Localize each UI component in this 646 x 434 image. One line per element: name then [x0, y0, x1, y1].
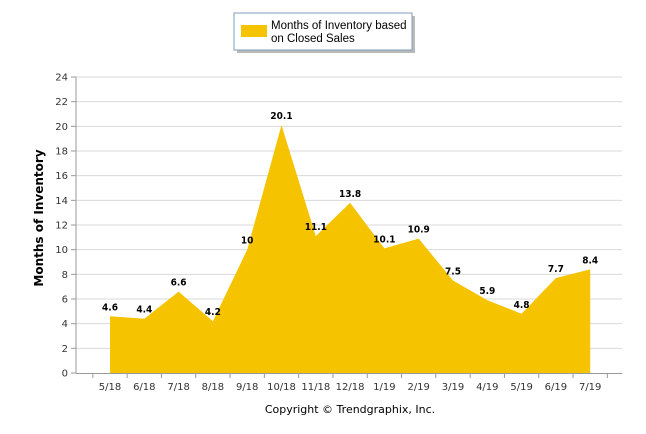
- legend-swatch: [241, 25, 267, 37]
- data-label: 7.7: [548, 264, 564, 275]
- data-label: 6.6: [171, 278, 187, 289]
- legend-label-line-2: on Closed Sales: [271, 33, 355, 45]
- x-tick-label: 3/19: [442, 382, 464, 393]
- data-label: 11.1: [305, 222, 327, 233]
- y-tick-label: 4: [62, 319, 68, 330]
- area-series: [110, 125, 591, 373]
- data-labels: 4.6 4.4 6.6 4.2 10 20.1 11.1 13.8 10.1 10.9 7.5 5.9…: [102, 111, 598, 318]
- x-tick-label: 6/19: [545, 382, 567, 393]
- x-tick-label: 9/18: [236, 382, 258, 393]
- y-tick-label: 2: [62, 344, 68, 355]
- legend-label-line-1: Months of Inventory based: [271, 20, 407, 32]
- x-tick-label: 8/18: [202, 382, 224, 393]
- x-tick-labels: 5/18 6/18 7/18 8/18 9/18 10/18 11/18 12/18 1/19 2…: [99, 382, 602, 393]
- axes: [71, 76, 622, 378]
- y-tick-label: 0: [62, 369, 68, 380]
- data-label: 5.9: [479, 286, 495, 297]
- y-tick-label: 12: [55, 221, 68, 232]
- data-label: 10: [241, 236, 254, 247]
- y-tick-label: 20: [55, 122, 68, 133]
- legend: Months of Inventory based on Closed Sale…: [233, 12, 415, 53]
- x-tick-label: 1/19: [373, 382, 395, 393]
- x-tick-label: 7/18: [167, 382, 189, 393]
- x-tick-label: 2/19: [407, 382, 429, 393]
- y-tick-label: 14: [55, 196, 68, 207]
- data-label: 10.9: [408, 225, 430, 236]
- data-label: 4.8: [514, 300, 530, 311]
- x-tick-label: 12/18: [336, 382, 365, 393]
- x-tick-label: 5/18: [99, 382, 121, 393]
- data-label: 7.5: [445, 267, 461, 278]
- data-label: 4.2: [205, 307, 221, 318]
- data-label: 13.8: [339, 189, 361, 200]
- y-axis-title: Months of Inventory: [32, 149, 46, 286]
- x-tick-label: 4/19: [476, 382, 498, 393]
- x-tick-label: 6/18: [133, 382, 155, 393]
- data-label: 10.1: [373, 234, 395, 245]
- y-tick-label: 8: [62, 270, 68, 281]
- y-tick-label: 6: [62, 295, 68, 306]
- x-tick-label: 7/19: [579, 382, 601, 393]
- copyright-text: Copyright © Trendgraphix, Inc.: [265, 403, 435, 416]
- data-label: 4.4: [136, 305, 152, 316]
- data-label: 8.4: [582, 255, 598, 266]
- y-tick-label: 18: [55, 147, 68, 158]
- data-label: 20.1: [270, 111, 292, 122]
- data-label: 4.6: [102, 302, 118, 313]
- y-tick-label: 22: [55, 97, 68, 108]
- y-tick-label: 24: [55, 73, 68, 84]
- y-tick-label: 16: [55, 171, 68, 182]
- y-tick-label: 10: [55, 245, 68, 256]
- x-tick-label: 11/18: [301, 382, 330, 393]
- x-tick-label: 10/18: [267, 382, 296, 393]
- x-tick-label: 5/19: [510, 382, 532, 393]
- area-fill: [110, 125, 591, 373]
